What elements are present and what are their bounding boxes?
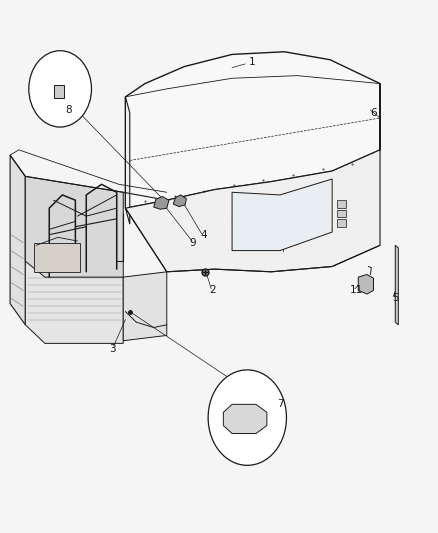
Circle shape (29, 51, 92, 127)
Text: 5: 5 (392, 293, 399, 303)
Text: 7: 7 (277, 399, 283, 409)
Polygon shape (232, 179, 332, 251)
Bar (337, 200, 346, 208)
Polygon shape (25, 176, 123, 343)
Polygon shape (125, 97, 130, 224)
Polygon shape (125, 84, 380, 272)
Text: 8: 8 (66, 105, 72, 115)
Bar (337, 210, 346, 217)
Polygon shape (25, 176, 123, 277)
Polygon shape (223, 405, 267, 433)
Text: 9: 9 (190, 238, 196, 248)
Polygon shape (10, 155, 25, 325)
Polygon shape (34, 243, 80, 272)
Circle shape (208, 370, 286, 465)
Polygon shape (123, 272, 167, 341)
Polygon shape (173, 195, 186, 207)
Bar (337, 219, 346, 227)
Polygon shape (53, 85, 64, 99)
Polygon shape (395, 245, 398, 325)
Text: 1: 1 (248, 58, 255, 67)
Text: 3: 3 (109, 344, 116, 354)
Polygon shape (154, 197, 169, 209)
Polygon shape (358, 274, 374, 294)
Text: 6: 6 (370, 108, 377, 118)
Text: 11: 11 (350, 285, 363, 295)
Text: 2: 2 (209, 285, 216, 295)
Polygon shape (125, 52, 380, 208)
Text: 4: 4 (201, 230, 207, 240)
